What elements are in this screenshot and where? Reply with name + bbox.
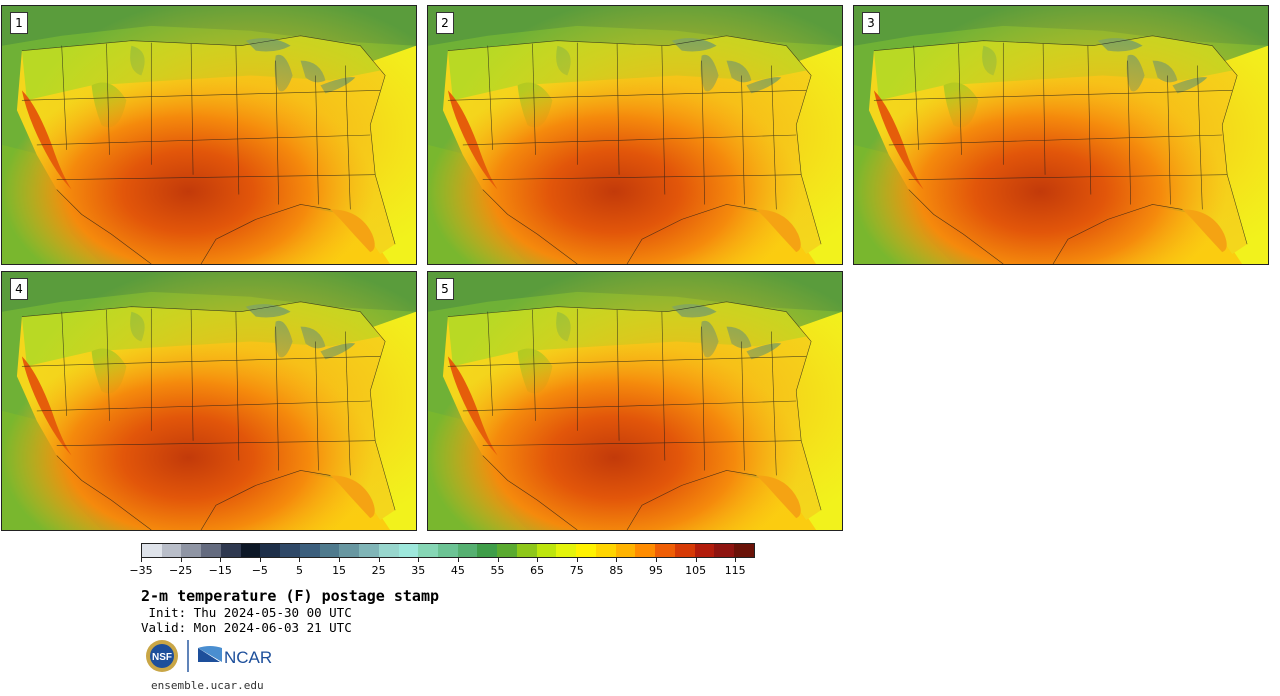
temperature-map <box>2 6 416 264</box>
colorbar-swatch <box>418 544 439 557</box>
colorbar-swatch <box>497 544 517 557</box>
colorbar-swatch <box>220 544 241 557</box>
colorbar-swatch <box>734 544 754 557</box>
site-url: ensemble.ucar.edu <box>151 679 264 692</box>
colorbar-swatch <box>339 544 360 557</box>
colorbar-tick-label: 55 <box>490 564 505 577</box>
colorbar-tick-label: 45 <box>450 564 465 577</box>
colorbar-swatch <box>536 544 557 557</box>
colorbar-tick-label: 95 <box>648 564 663 577</box>
temperature-map <box>428 272 842 530</box>
colorbar-swatch <box>299 544 320 557</box>
colorbar-tick <box>616 558 618 562</box>
temperature-map <box>428 6 842 264</box>
colorbar-swatch <box>516 544 537 557</box>
colorbar-swatch <box>635 544 656 557</box>
colorbar-tick <box>497 558 499 562</box>
nsf-logo-text: NSF <box>152 652 172 663</box>
colorbar-tick <box>339 558 341 562</box>
init-time: Init: Thu 2024-05-30 00 UTC <box>141 605 352 620</box>
colorbar-tick <box>655 558 657 562</box>
logo-bar: NSF NCAR <box>144 636 274 676</box>
colorbar-swatch <box>655 544 675 557</box>
colorbar-tick <box>695 558 697 562</box>
colorbar-swatch <box>161 544 182 557</box>
colorbar-tick-label: 105 <box>685 564 707 577</box>
colorbar-tick <box>457 558 459 562</box>
colorbar <box>141 543 755 558</box>
colorbar-swatch <box>576 544 596 557</box>
colorbar-ticks: −35 −25 −15 −5 5 15 25 35 45 55 65 75 85 95 105 115 <box>129 558 755 580</box>
stamp-member-2: 2 <box>427 5 843 265</box>
stamp-label: 4 <box>10 278 28 300</box>
colorbar-tick-label: −15 <box>208 564 232 577</box>
colorbar-swatch <box>201 544 221 557</box>
colorbar-swatch <box>438 544 458 557</box>
colorbar-tick <box>576 558 578 562</box>
colorbar-tick-label: 85 <box>609 564 624 577</box>
colorbar-tick-label: 15 <box>332 564 347 577</box>
colorbar-tick <box>537 558 539 562</box>
colorbar-tick <box>378 558 380 562</box>
stamp-member-1: 1 <box>1 5 417 265</box>
colorbar-tick <box>735 558 737 562</box>
colorbar-swatch <box>240 544 261 557</box>
colorbar-swatch <box>694 544 715 557</box>
colorbar-swatch <box>595 544 616 557</box>
colorbar-tick <box>220 558 222 562</box>
colorbar-swatch <box>714 544 735 557</box>
colorbar-swatch <box>142 544 162 557</box>
page-title: 2-m temperature (F) postage stamp <box>141 587 440 605</box>
colorbar-swatch <box>378 544 399 557</box>
stamp-label: 2 <box>436 12 454 34</box>
colorbar-tick-label: −35 <box>129 564 153 577</box>
stamp-label: 1 <box>10 12 28 34</box>
stamp-label: 3 <box>862 12 880 34</box>
colorbar-tick <box>418 558 420 562</box>
colorbar-swatch <box>674 544 695 557</box>
ncar-logo-icon: NCAR <box>198 646 272 667</box>
colorbar-swatch <box>359 544 379 557</box>
ncar-logo-text: NCAR <box>224 648 272 667</box>
nsf-logo-icon: NSF <box>146 640 178 672</box>
colorbar-tick-label: 75 <box>569 564 584 577</box>
colorbar-tick-label: 35 <box>411 564 426 577</box>
colorbar-swatch <box>477 544 498 557</box>
colorbar-tick-label: 115 <box>724 564 746 577</box>
stamp-member-3: 3 <box>853 5 1269 265</box>
colorbar-tick-label: 65 <box>530 564 545 577</box>
colorbar-swatch <box>556 544 577 557</box>
colorbar-tick <box>180 558 182 562</box>
colorbar-swatch <box>398 544 419 557</box>
colorbar-tick <box>259 558 261 562</box>
colorbar-swatch <box>615 544 636 557</box>
colorbar-swatch <box>280 544 300 557</box>
colorbar-swatch <box>457 544 478 557</box>
temperature-map <box>2 272 416 530</box>
colorbar-swatch <box>319 544 340 557</box>
colorbar-tick-label: 5 <box>295 564 303 577</box>
temperature-map <box>854 6 1268 264</box>
colorbar-tick <box>141 558 142 562</box>
colorbar-swatch <box>181 544 202 557</box>
colorbar-tick-label: 25 <box>371 564 386 577</box>
stamp-member-4: 4 <box>1 271 417 531</box>
stamp-member-5: 5 <box>427 271 843 531</box>
colorbar-tick <box>299 558 301 562</box>
colorbar-swatch <box>260 544 281 557</box>
valid-time: Valid: Mon 2024-06-03 21 UTC <box>141 620 352 635</box>
colorbar-tick-label: −25 <box>169 564 193 577</box>
stamp-label: 5 <box>436 278 454 300</box>
colorbar-tick-label: −5 <box>251 564 268 577</box>
